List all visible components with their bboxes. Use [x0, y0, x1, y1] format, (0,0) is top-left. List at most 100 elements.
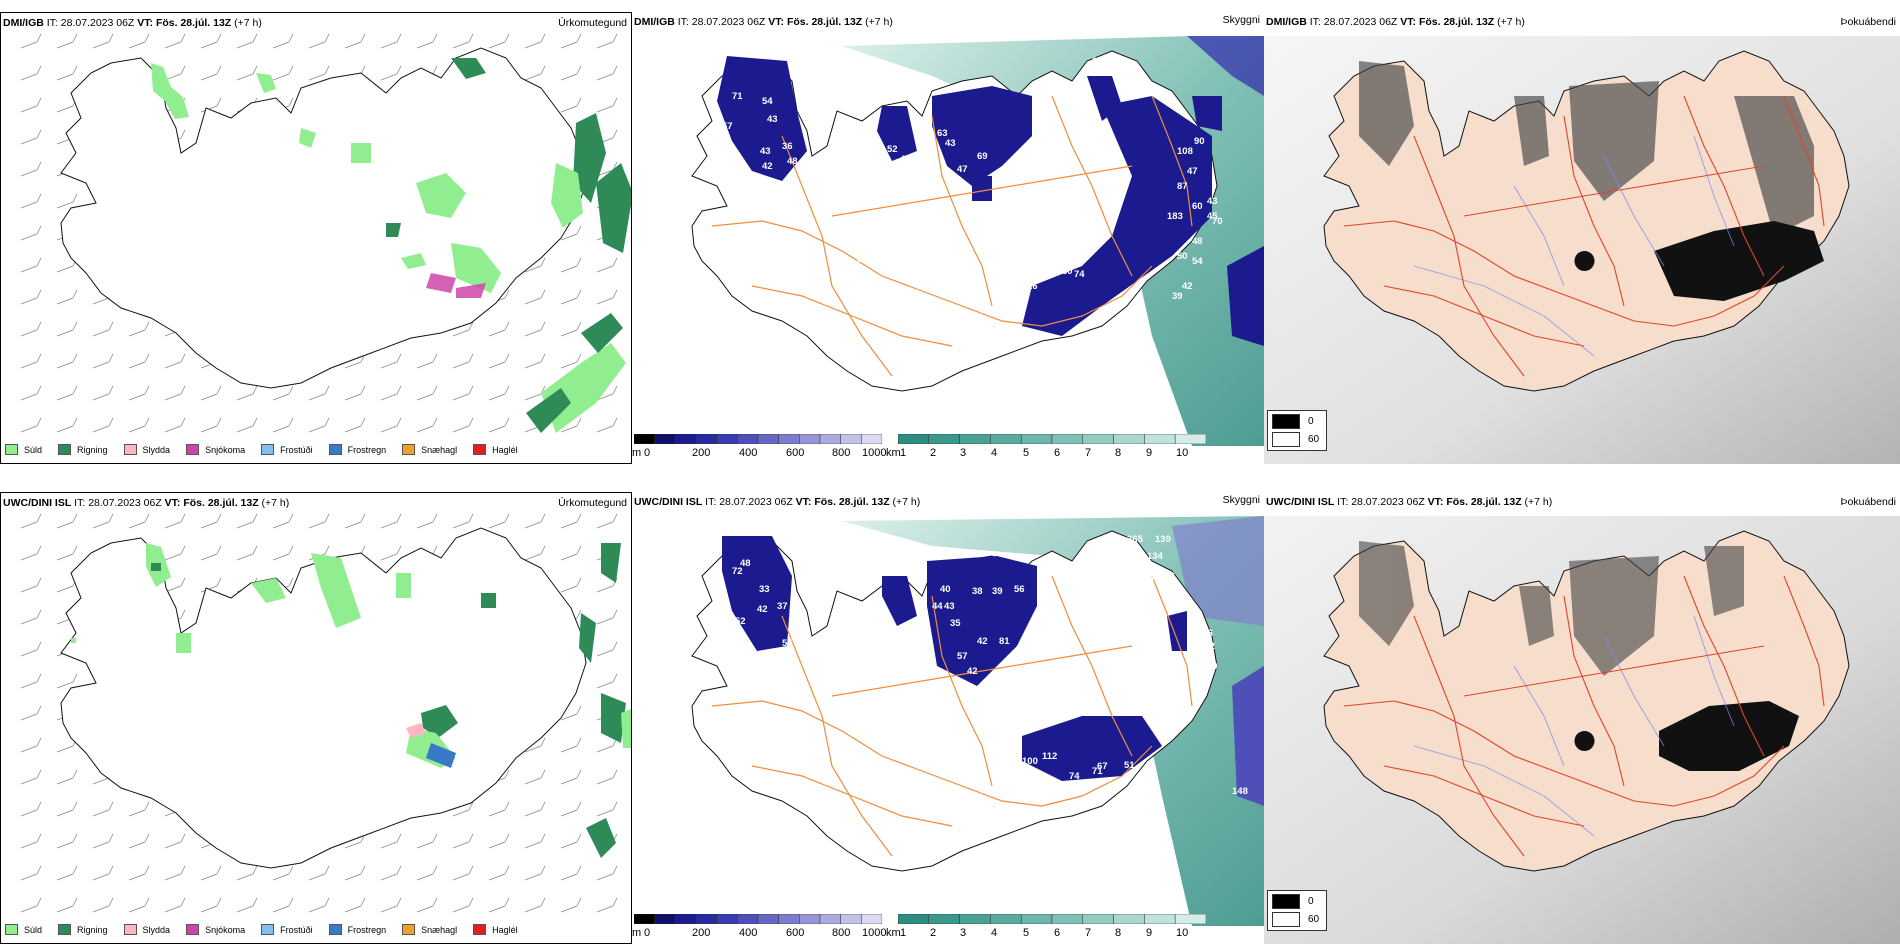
colorbar-cell — [840, 913, 862, 925]
elevation-tick: 600 — [786, 927, 805, 939]
visibility-value-label: 39 — [1172, 291, 1183, 302]
legend-swatch — [123, 924, 137, 935]
sea-fog-area — [1187, 36, 1264, 96]
colorbar-cell — [897, 433, 930, 445]
elevation-tick: 0 — [644, 927, 651, 939]
visibility-tick: 5 — [1023, 447, 1030, 459]
elevation-tick: 400 — [739, 927, 758, 939]
visibility-value-label: 183 — [1167, 211, 1183, 222]
colorbar-cell — [633, 433, 655, 445]
visibility-tick: 7 — [1085, 927, 1092, 939]
legend-swatch — [261, 924, 275, 935]
colorbar-cell — [861, 913, 883, 925]
visibility-value-label: 90 — [1194, 136, 1205, 147]
visibility-value-label: 60 — [1192, 201, 1203, 212]
visibility-value-label: 39 — [992, 586, 1003, 597]
fog-legend-item: 60 — [1272, 912, 1322, 927]
visibility-tick: 2 — [930, 927, 937, 939]
visibility-value-label: 54 — [762, 96, 773, 107]
legend-swatch — [123, 444, 137, 455]
colorbar-cell — [737, 913, 759, 925]
visibility-value-label: 71 — [1092, 766, 1103, 777]
visibility-map — [691, 516, 1264, 926]
legend-swatch — [5, 444, 18, 455]
visibility-value-label: 43 — [760, 146, 771, 157]
colorbar-cell — [819, 433, 841, 445]
visibility-colorbar: km 1 2 3 4 5 6 7 8 9 10 — [886, 913, 1207, 941]
colorbar-cell — [1113, 913, 1145, 925]
fog-core — [1574, 731, 1595, 751]
visibility-tick: 1 — [900, 447, 907, 459]
visibility-value-label: 60 — [922, 148, 933, 159]
fog-core — [1659, 701, 1799, 771]
colorbar-cell — [928, 913, 960, 925]
colorbar-cell — [1144, 433, 1176, 445]
elevation-colorbar: m 0 200 400 600 800 1000 — [632, 433, 886, 461]
colorbar-cell — [1020, 913, 1053, 925]
visibility-value-label: 93 — [992, 201, 1003, 212]
colorbar-cell — [633, 913, 655, 925]
visibility-value-label: 139 — [1155, 534, 1171, 545]
visibility-value-label: 42 — [967, 666, 978, 677]
colorbar-cell — [757, 913, 779, 925]
visibility-value-label: 56 — [1014, 584, 1025, 595]
visibility-value-label: 42 — [762, 161, 773, 172]
elevation-tick: 800 — [832, 447, 851, 459]
visibility-value-label: 36 — [782, 141, 793, 152]
low-cloud-areas — [717, 56, 1222, 336]
legend-item: Snjókoma — [186, 444, 245, 455]
visibility-value-label: 110 — [977, 206, 993, 217]
visibility-value-label: 47 — [957, 164, 968, 175]
visibility-tick: 4 — [991, 447, 998, 459]
elevation-tick: 0 — [644, 447, 651, 459]
visibility-value-label: 822 — [1199, 641, 1215, 652]
elevation-tick: 600 — [786, 447, 805, 459]
colorbar-cell — [654, 433, 676, 445]
visibility-unit: km — [886, 447, 901, 459]
legend-item: Slydda — [123, 444, 170, 455]
visibility-value-label: 80 — [1062, 266, 1073, 277]
visibility-tick: 6 — [1054, 447, 1061, 459]
colorbar-cell — [1113, 433, 1145, 445]
visibility-value-label: 63 — [937, 128, 948, 139]
legend-item: Frostúði — [261, 444, 313, 455]
sea-fog-area — [1232, 666, 1264, 806]
visibility-tick: 8 — [1115, 927, 1122, 939]
visibility-value-label: 67 — [1097, 761, 1108, 772]
legend-item: Súld — [5, 444, 42, 455]
visibility-value-label: 52 — [735, 616, 746, 627]
legend-swatch — [186, 924, 200, 935]
sea-fog-area — [1172, 516, 1264, 626]
elevation-tick: 800 — [832, 927, 851, 939]
visibility-value-label: 148 — [1232, 786, 1248, 797]
visibility-value-label: 70 — [1207, 661, 1218, 672]
panel-title: Skyggni — [1222, 494, 1260, 506]
visibility-tick: 10 — [1176, 927, 1189, 939]
fog-map — [1264, 36, 1900, 464]
precip-areas — [71, 543, 631, 858]
roads — [1343, 575, 1825, 857]
visibility-value-label: 48 — [1192, 236, 1203, 247]
precip-areas — [151, 58, 631, 433]
fog-legend-swatch — [1272, 894, 1300, 909]
elevation-colorbar: m 0 200 400 600 800 1000 — [632, 913, 886, 941]
colorbar-cell — [799, 433, 821, 445]
visibility-value-label: 839 — [1169, 588, 1185, 599]
legend-item: Frostregn — [328, 444, 386, 455]
visibility-value-label: 42 — [757, 604, 768, 615]
visibility-value-label: 43 — [767, 114, 778, 125]
visibility-tick: 10 — [1176, 447, 1189, 459]
elevation-unit: m — [632, 927, 642, 939]
visibility-value-label: 111 — [1022, 236, 1037, 247]
visibility-value-label: 138 — [1092, 56, 1108, 67]
visibility-value-label: 656 — [1159, 571, 1175, 582]
roads — [711, 575, 1193, 857]
legend-item: Frostregn — [328, 924, 386, 935]
visibility-value-label: 148 — [1144, 572, 1160, 583]
visibility-value-label: 112 — [1042, 751, 1058, 762]
visibility-value-label: 60 — [710, 611, 721, 622]
roads — [711, 95, 1193, 377]
colorbar-cell — [778, 913, 800, 925]
colorbar-cell — [716, 913, 738, 925]
fog-legend: 0 60 — [1267, 410, 1327, 451]
